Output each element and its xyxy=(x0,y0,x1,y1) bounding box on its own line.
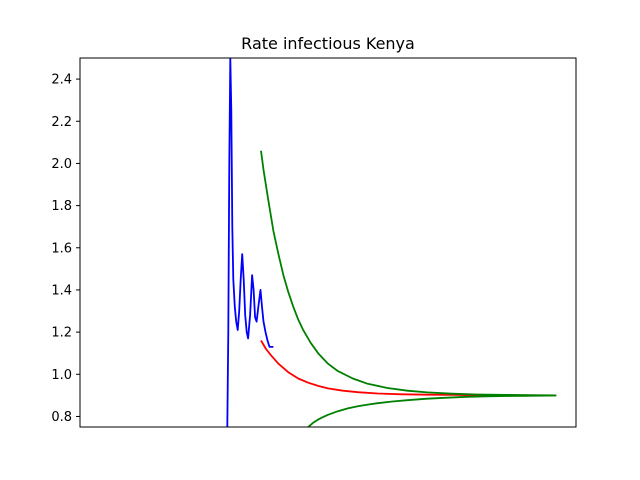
plot-frame xyxy=(79,57,577,428)
y-tick-label: 2.0 xyxy=(51,157,72,172)
y-tick-label: 1.6 xyxy=(51,241,72,256)
y-tick-label: 2.4 xyxy=(51,73,72,88)
series-line-2 xyxy=(260,340,557,397)
series-line-1 xyxy=(226,58,274,427)
y-tick-label: 1.8 xyxy=(51,199,72,214)
series-line-4 xyxy=(307,394,557,427)
axis-layer: 0.8 1.0 1.2 1.4 1.6 1.8 2.0 2.2 2.4 xyxy=(51,57,577,428)
y-tick-label: 1.0 xyxy=(51,368,72,383)
y-tick-label: 0.8 xyxy=(51,410,72,425)
chart-title: Rate infectious Kenya xyxy=(241,34,415,53)
series-line-3 xyxy=(260,150,557,397)
series-layer xyxy=(226,58,557,427)
y-tick-label: 2.2 xyxy=(51,115,72,130)
y-tick-label: 1.2 xyxy=(51,326,72,341)
y-tick-label: 1.4 xyxy=(51,283,72,298)
